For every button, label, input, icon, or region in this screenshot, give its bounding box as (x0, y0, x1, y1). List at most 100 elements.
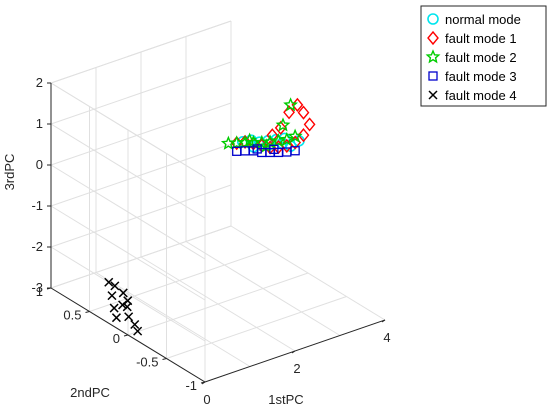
legend-entry-fault-mode-1: fault mode 1 (427, 30, 517, 46)
box-edge (50, 20, 232, 84)
legend: normal mode fault mode 1 fault mode 2 fa… (420, 5, 547, 107)
data-point (297, 128, 310, 143)
legend-label: fault mode 1 (445, 31, 517, 46)
legend-marker-x (428, 90, 438, 100)
data-marks (104, 97, 316, 336)
series-fault-mode-4 (104, 277, 143, 336)
legend-label: fault mode 2 (445, 50, 517, 65)
legend-marker-x (428, 90, 438, 100)
grid-line (50, 102, 232, 166)
grid-line (50, 61, 232, 125)
grid-line (166, 296, 347, 359)
legend-label: fault mode 3 (445, 69, 517, 84)
x-tick-label: 2 (293, 361, 300, 376)
data-point (130, 319, 140, 330)
data-point (290, 146, 300, 156)
legend-label: normal mode (445, 12, 521, 27)
data-point (283, 97, 299, 112)
data-point (275, 117, 291, 132)
y-tick-label: -1 (185, 378, 197, 393)
data-point (118, 288, 128, 298)
legend-marker-star (425, 49, 441, 64)
x-stroke (123, 296, 133, 306)
data-point (269, 144, 279, 154)
legend-label: fault mode 4 (445, 88, 517, 103)
grid-line (50, 184, 232, 248)
x-tick (291, 350, 296, 354)
legend-marker-square (428, 71, 438, 81)
z-tick-label: -1 (31, 198, 43, 213)
legend-marker-square (428, 71, 438, 81)
data-point (124, 312, 134, 322)
data-point (303, 117, 316, 132)
y-tick-label: -0.5 (136, 355, 158, 370)
x-stroke (104, 277, 114, 287)
y-tick-label: 0.5 (63, 308, 81, 323)
x-tick-label: 4 (383, 330, 390, 345)
grid-line (50, 123, 206, 219)
grid-line (89, 249, 270, 312)
y-tick (162, 358, 167, 360)
x-tick (381, 319, 386, 323)
grid-line (50, 164, 206, 260)
data-point (242, 132, 258, 147)
box-edge (50, 82, 206, 178)
legend-marker-diamond (427, 30, 439, 46)
grid-line (50, 246, 206, 342)
grid-line (50, 205, 206, 301)
legend-entry-fault-mode-4: fault mode 4 (428, 88, 517, 103)
x-stroke (428, 90, 438, 100)
x-stroke (107, 291, 117, 301)
x-stroke (124, 312, 134, 322)
y-tick (200, 381, 206, 384)
data-point (110, 281, 120, 291)
data-point (104, 277, 114, 287)
data-point (107, 291, 117, 301)
x-tick-label: 0 (203, 392, 210, 407)
legend-entry-fault-mode-3: fault mode 3 (428, 69, 517, 84)
x-stroke (111, 313, 121, 323)
data-point (266, 128, 279, 143)
data-point (274, 120, 287, 135)
legend-marker-diamond (427, 30, 439, 46)
data-point (297, 105, 310, 120)
x-stroke (130, 319, 140, 330)
x-axis-label: 1stPC (268, 392, 303, 407)
x-stroke (110, 281, 120, 291)
x-stroke (122, 302, 132, 312)
data-point (239, 134, 251, 149)
x-stroke (133, 326, 143, 336)
data-point (111, 313, 121, 323)
z-tick-label: -2 (31, 239, 43, 254)
z-tick-label: 0 (36, 157, 43, 172)
grid-line (50, 143, 232, 207)
series-fault-mode-3 (232, 144, 300, 158)
z-axis-label: 3rdPC (2, 154, 17, 191)
y-tick (85, 311, 90, 313)
legend-entry-fault-mode-2: fault mode 2 (425, 49, 517, 65)
data-point (283, 105, 295, 120)
z-tick-label: 1 (36, 116, 43, 131)
data-point (122, 302, 132, 312)
legend-marker-star (425, 49, 441, 64)
tick-labels: 0 2 4 1 0.5 0 -0.5 -1 2 1 0 -1 -2 -3 (31, 75, 390, 407)
y-tick-label: 1 (36, 284, 43, 299)
data-point (109, 303, 119, 313)
y-axis-line (50, 287, 206, 383)
y-axis-label: 2ndPC (70, 385, 110, 400)
legend-entry-normal-mode: normal mode (427, 12, 521, 27)
data-point (133, 326, 143, 336)
legend-marker-circle (427, 13, 439, 25)
z-tick-label: -3 (31, 280, 43, 295)
data-point (279, 131, 295, 147)
data-point (252, 144, 262, 154)
grid-line (50, 225, 232, 289)
x-stroke (118, 288, 128, 298)
z-tick-label: 2 (36, 75, 43, 90)
legend-box (420, 5, 547, 107)
x-stroke (109, 303, 119, 313)
y-tick-label: 0 (113, 331, 120, 346)
grid-line (127, 272, 309, 336)
axes-box (50, 20, 386, 383)
